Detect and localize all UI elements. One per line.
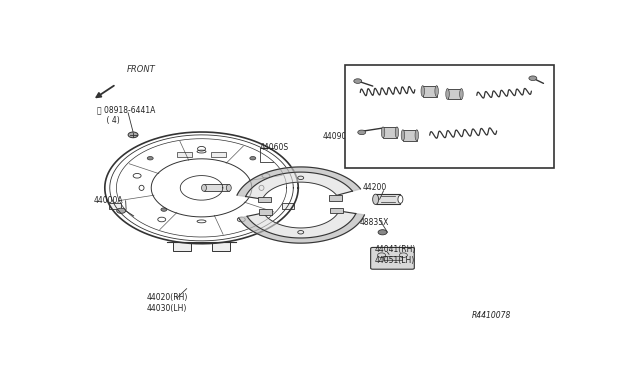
Bar	[329, 195, 342, 201]
Bar	[330, 208, 343, 214]
Bar	[212, 242, 230, 251]
Bar	[177, 152, 191, 157]
Bar	[109, 203, 121, 209]
Bar	[447, 89, 461, 99]
Circle shape	[116, 208, 125, 214]
Ellipse shape	[227, 185, 231, 191]
Ellipse shape	[401, 130, 404, 141]
Ellipse shape	[381, 127, 385, 138]
Circle shape	[250, 157, 256, 160]
Ellipse shape	[460, 89, 463, 99]
Text: 48835X: 48835X	[359, 218, 388, 227]
Ellipse shape	[415, 130, 419, 141]
Bar	[383, 127, 397, 138]
Ellipse shape	[202, 185, 207, 191]
Text: 44200: 44200	[363, 183, 387, 192]
Circle shape	[529, 76, 537, 80]
Text: 44041(RH)
44051(LH): 44041(RH) 44051(LH)	[374, 246, 415, 265]
Bar	[282, 203, 294, 209]
Text: 44000A: 44000A	[94, 196, 124, 205]
Ellipse shape	[446, 89, 449, 99]
Text: 44090K: 44090K	[323, 132, 353, 141]
Text: 44060S: 44060S	[260, 143, 289, 152]
Bar	[423, 86, 436, 97]
Bar	[211, 152, 227, 157]
Bar	[376, 194, 401, 205]
Text: Ⓝ 08918-6441A
    ( 4): Ⓝ 08918-6441A ( 4)	[97, 105, 156, 125]
FancyBboxPatch shape	[371, 247, 414, 269]
Circle shape	[358, 130, 365, 135]
Circle shape	[378, 230, 387, 235]
Text: R4410078: R4410078	[472, 311, 511, 320]
Circle shape	[354, 79, 362, 83]
Polygon shape	[247, 211, 356, 238]
Circle shape	[161, 208, 167, 211]
Bar	[403, 130, 417, 141]
Circle shape	[147, 157, 153, 160]
Polygon shape	[246, 172, 353, 199]
Ellipse shape	[435, 86, 438, 97]
Bar	[346, 65, 554, 168]
Polygon shape	[237, 167, 360, 196]
Ellipse shape	[398, 195, 403, 203]
Text: FRONT: FRONT	[127, 65, 156, 74]
Text: 44020(RH)
44030(LH): 44020(RH) 44030(LH)	[147, 293, 188, 313]
Circle shape	[128, 132, 138, 138]
Bar	[204, 185, 229, 191]
Bar	[259, 197, 271, 202]
Bar	[383, 256, 403, 260]
Bar	[259, 209, 272, 215]
Polygon shape	[239, 214, 364, 243]
Ellipse shape	[396, 127, 399, 138]
Ellipse shape	[421, 86, 424, 97]
Ellipse shape	[372, 194, 379, 205]
Bar	[173, 242, 191, 251]
